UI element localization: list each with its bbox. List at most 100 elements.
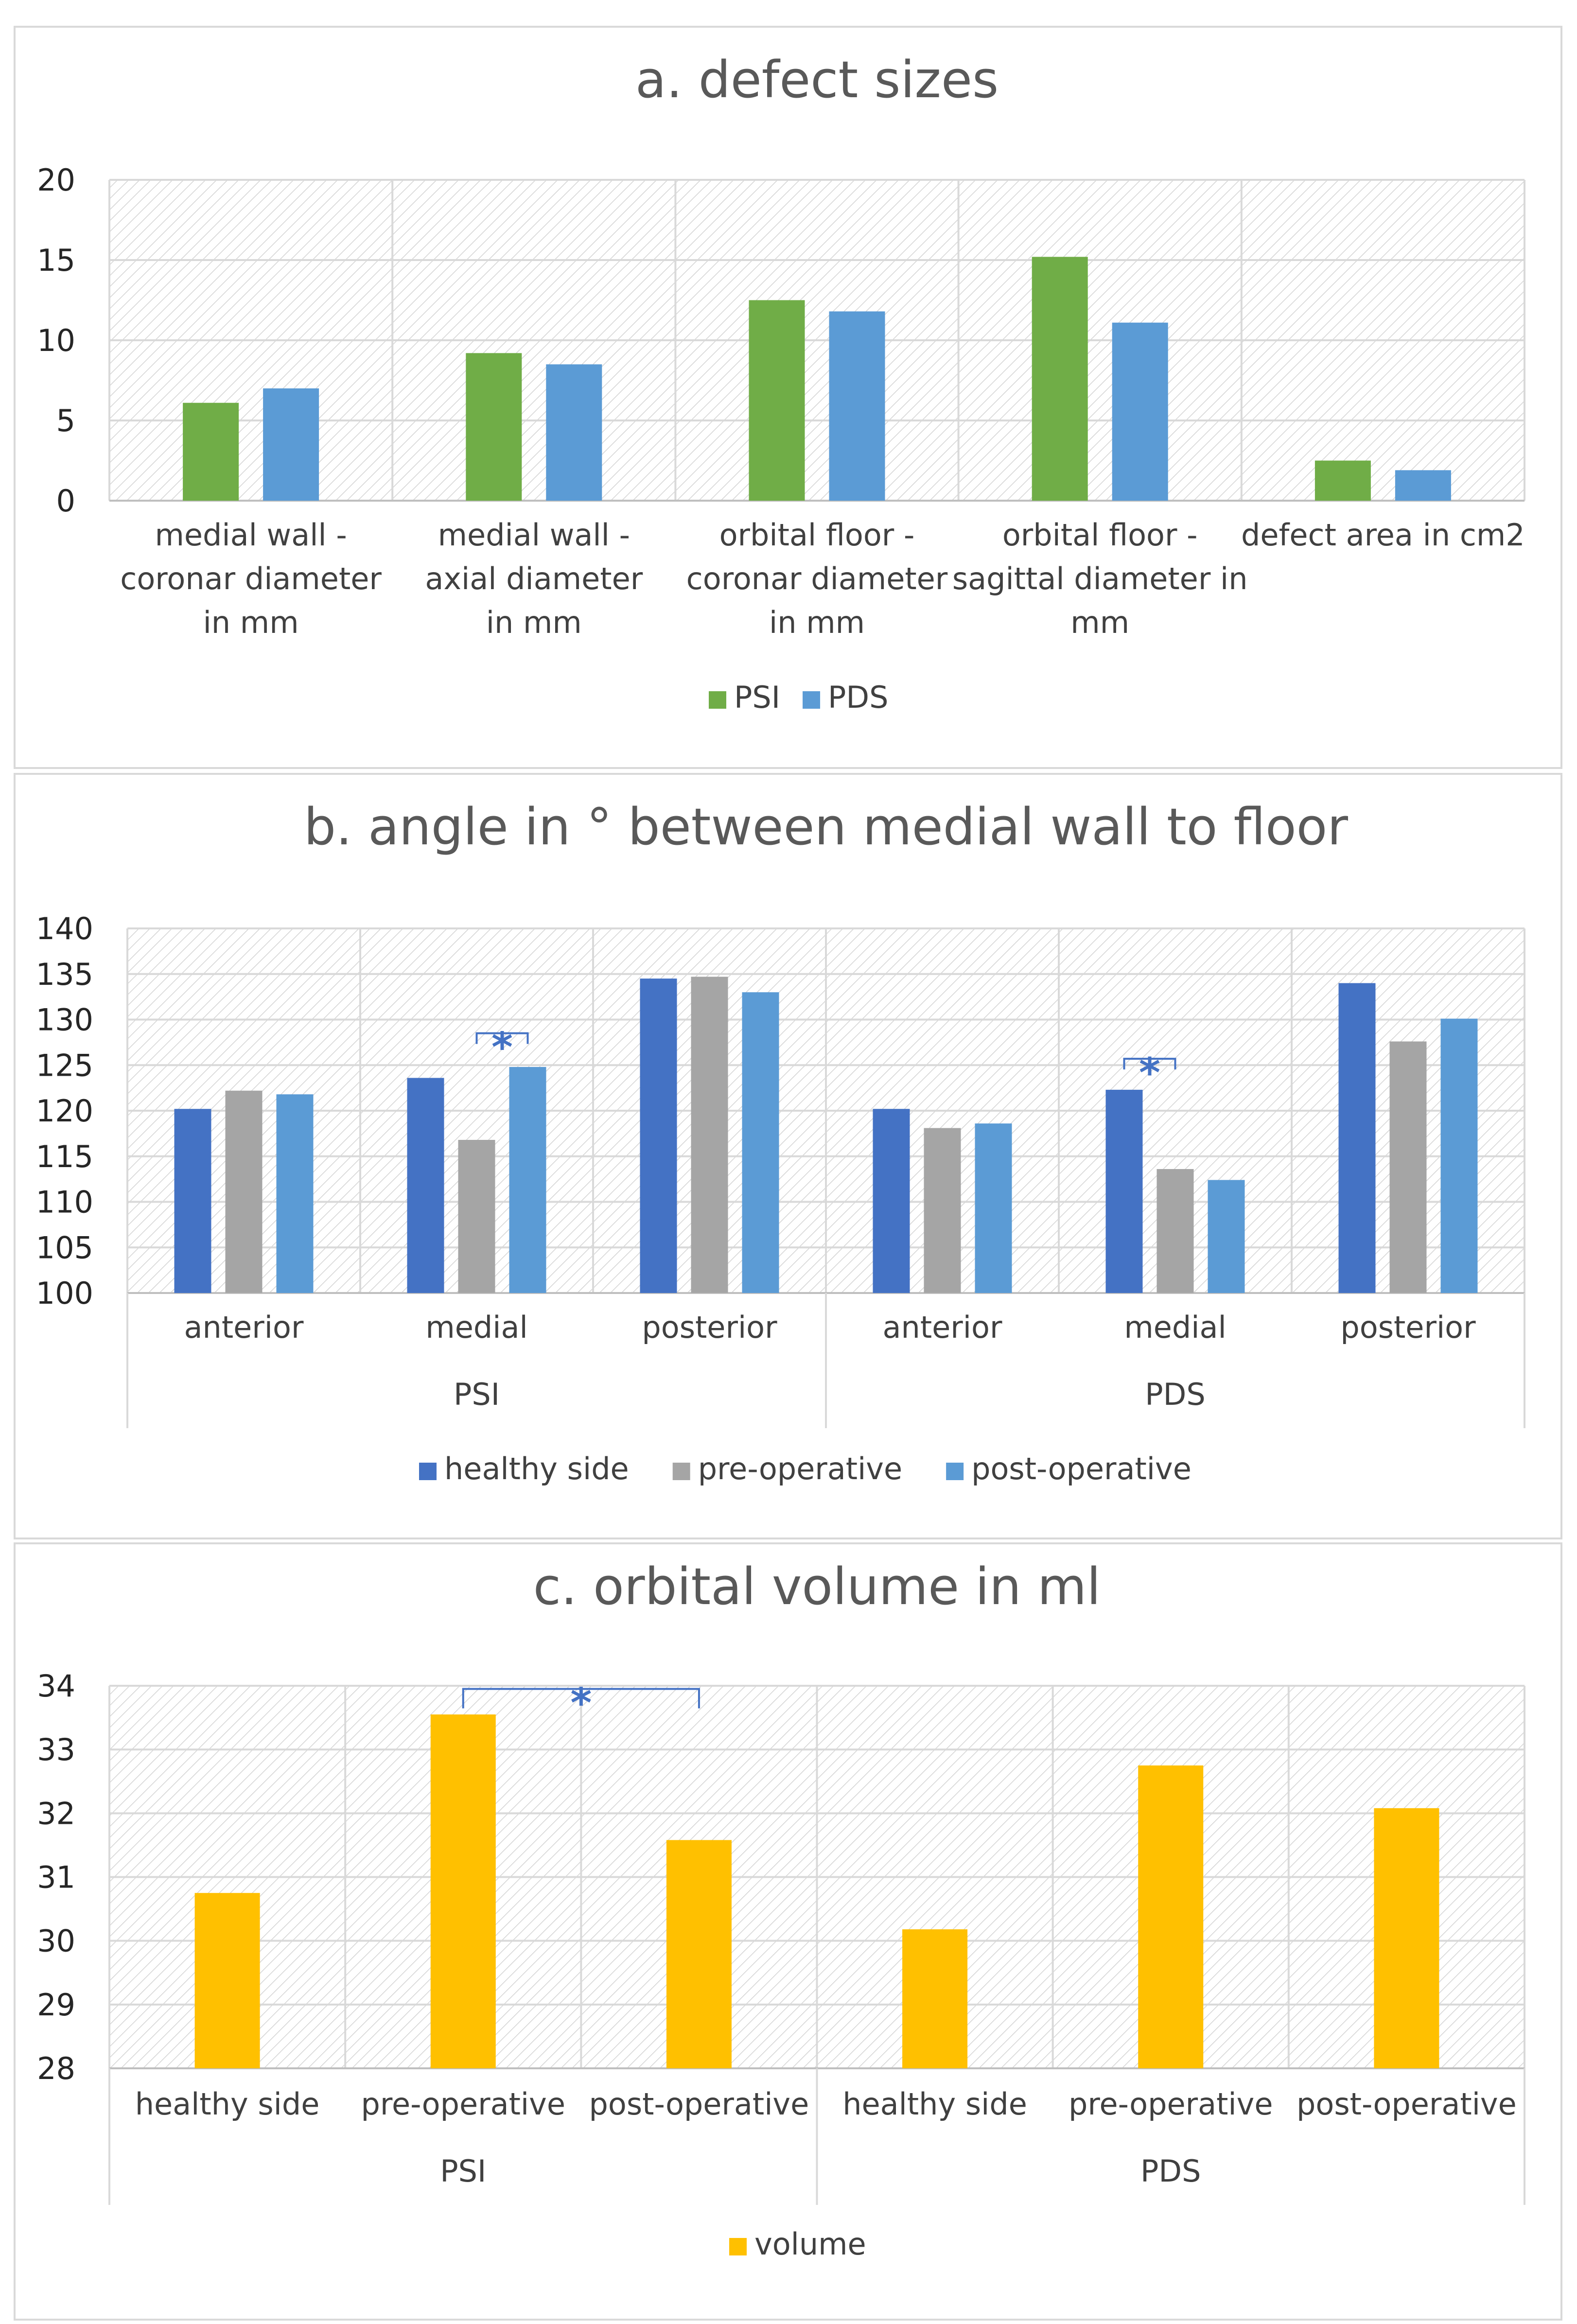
category-label: in mm (486, 605, 582, 640)
legend: PSI PDS (709, 680, 889, 715)
category-label: defect area in cm2 (1241, 517, 1525, 553)
legend-label: pre-operative (698, 1451, 902, 1486)
bar-pds-3 (829, 311, 885, 501)
legend-swatch (946, 1463, 964, 1480)
category-label: pre-operative (361, 2086, 565, 2122)
legend-label: volume (754, 2226, 866, 2262)
y-tick-label: 125 (36, 1048, 93, 1083)
category-label: in mm (769, 605, 865, 640)
bar-healthy-side-2 (407, 1078, 444, 1293)
legend-label: PSI (734, 680, 780, 715)
bar-healthy-side-1 (174, 1109, 211, 1293)
y-tick-label: 15 (37, 243, 75, 278)
bar-healthy-side-5 (1105, 1089, 1143, 1293)
bar-post-operative-5 (1208, 1180, 1245, 1293)
bar-volume-6 (1374, 1808, 1439, 2068)
bar-post-operative-4 (975, 1123, 1012, 1293)
bar-pre-operative-4 (924, 1128, 961, 1293)
y-tick-label: 29 (37, 1987, 75, 2023)
category-label: anterior (883, 1310, 1002, 1345)
y-tick-label: 34 (37, 1668, 75, 1704)
y-tick-label: 130 (36, 1002, 93, 1038)
category-label: mm (1070, 605, 1129, 640)
y-tick-label: 140 (36, 911, 93, 946)
bar-pre-operative-3 (691, 977, 728, 1293)
chart-panel-3: c. orbital volume in ml 28 29 30 31 32 33 34 hea… (14, 1542, 1562, 2321)
legend-swatch (803, 691, 821, 709)
category-label: in mm (203, 605, 299, 640)
bar-healthy-side-4 (873, 1109, 910, 1293)
bar-volume-4 (902, 1929, 968, 2068)
bar-volume-3 (666, 1840, 732, 2068)
significance-bracket (475, 1032, 529, 1044)
bar-healthy-side-6 (1338, 983, 1376, 1293)
y-tick-label: 115 (36, 1139, 93, 1174)
category-label: anterior (184, 1310, 304, 1345)
significance-bracket (1123, 1058, 1176, 1070)
chart-panel-2: b. angle in ° between medial wall to flo… (14, 773, 1562, 1539)
legend: volume (729, 2226, 866, 2262)
y-tick-label: 30 (37, 1923, 75, 1959)
bar-psi-4 (1032, 257, 1088, 501)
category-label: coronar diameter (120, 561, 382, 596)
category-label: medial (1124, 1310, 1226, 1345)
category-label: pre-operative (1069, 2086, 1273, 2122)
bar-pds-2 (546, 364, 602, 501)
bar-pre-operative-2 (458, 1140, 495, 1293)
y-tick-label: 31 (37, 1860, 75, 1895)
bar-pds-1 (263, 388, 319, 501)
category-label: orbital floor - (1002, 517, 1198, 553)
group-label: PSI (440, 2153, 486, 2189)
category-label: posterior (642, 1310, 777, 1345)
bar-post-operative-1 (276, 1094, 314, 1293)
chart-panel-1: a. defect sizes 0 5 10 15 20 medial wall - coro… (14, 26, 1562, 769)
chart-title: c. orbital volume in ml (533, 1557, 1101, 1616)
group-label: PDS (1145, 1377, 1205, 1412)
bar-post-operative-6 (1440, 1018, 1478, 1293)
legend-label: healthy side (444, 1451, 629, 1486)
category-label: healthy side (135, 2086, 320, 2122)
bar-post-operative-3 (742, 992, 779, 1293)
category-label: coronar diameter (686, 561, 948, 596)
y-tick-label: 28 (37, 2051, 75, 2086)
category-label: healthy side (842, 2086, 1027, 2122)
legend-swatch (709, 691, 726, 709)
group-label: PSI (454, 1377, 500, 1412)
legend-label: post-operative (971, 1451, 1192, 1486)
bar-pre-operative-5 (1156, 1169, 1194, 1293)
chart-title: b. angle in ° between medial wall to flo… (304, 797, 1348, 856)
y-tick-label: 33 (37, 1732, 75, 1767)
category-label: medial wall - (438, 517, 630, 553)
significance-asterisk: * (1139, 1049, 1160, 1097)
bar-volume-1 (194, 1893, 260, 2068)
category-label: orbital floor - (719, 517, 915, 553)
significance-asterisk: * (491, 1024, 513, 1071)
category-label: sagittal diameter in (952, 561, 1248, 596)
group-label: PDS (1140, 2153, 1201, 2189)
category-label: axial diameter (425, 561, 643, 596)
category-label: post-operative (589, 2086, 809, 2122)
bar-pre-operative-6 (1389, 1041, 1427, 1293)
y-tick-label: 100 (36, 1276, 93, 1311)
bar-pds-5 (1395, 470, 1451, 501)
bar-psi-5 (1314, 460, 1371, 501)
bar-volume-5 (1138, 1765, 1204, 2068)
y-tick-label: 120 (36, 1093, 93, 1129)
bar-post-operative-2 (509, 1067, 546, 1293)
chart-title: a. defect sizes (635, 50, 999, 109)
y-tick-label: 0 (56, 483, 75, 519)
category-label: medial (425, 1310, 527, 1345)
category-label: post-operative (1297, 2086, 1517, 2122)
y-tick-label: 32 (37, 1796, 75, 1831)
significance-asterisk: * (570, 1679, 592, 1727)
y-tick-label: 135 (36, 957, 93, 992)
significance-bracket (462, 1688, 700, 1709)
legend-label: PDS (828, 680, 888, 715)
bar-pds-4 (1112, 322, 1168, 501)
y-tick-label: 10 (37, 323, 75, 358)
y-tick-label: 20 (37, 162, 75, 198)
legend-swatch (672, 1463, 690, 1480)
category-label: medial wall - (155, 517, 347, 553)
bar-volume-2 (430, 1714, 496, 2068)
category-label: posterior (1340, 1310, 1476, 1345)
